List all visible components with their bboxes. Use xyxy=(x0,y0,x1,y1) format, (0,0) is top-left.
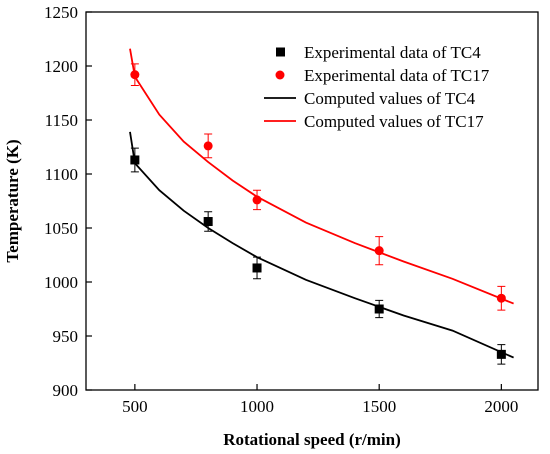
y-tick-label: 1250 xyxy=(44,3,78,22)
fit-lines xyxy=(129,48,514,359)
legend-label: Experimental data of TC4 xyxy=(304,43,481,62)
x-tick-label: 1000 xyxy=(240,397,274,416)
x-tick-label: 1500 xyxy=(362,397,396,416)
data-point-circle xyxy=(203,141,213,151)
y-tick-label: 1000 xyxy=(44,273,78,292)
x-tick-label: 2000 xyxy=(484,397,518,416)
y-tick-label: 1150 xyxy=(45,111,78,130)
y-tick-label: 1050 xyxy=(44,219,78,238)
data-point-square xyxy=(130,155,140,165)
data-point-circle xyxy=(252,195,262,205)
y-tick-label: 950 xyxy=(53,327,79,346)
legend: Experimental data of TC4 Experimental dat… xyxy=(264,43,490,131)
data-point-square xyxy=(374,304,384,314)
legend-label: Computed values of TC4 xyxy=(304,89,476,108)
data-points xyxy=(130,70,506,359)
legend-label: Computed values of TC17 xyxy=(304,112,484,131)
y-tick-label: 900 xyxy=(53,381,79,400)
legend-square-swatch xyxy=(276,47,285,57)
data-point-circle xyxy=(130,70,140,80)
data-point-circle xyxy=(374,246,384,256)
plot-frame xyxy=(85,11,539,391)
x-axis-title: Rotational speed (r/min) xyxy=(223,430,401,449)
y-tick-label: 1100 xyxy=(45,165,78,184)
legend-circle-swatch xyxy=(275,70,285,80)
legend-label: Experimental data of TC17 xyxy=(304,66,490,85)
x-tick-label: 500 xyxy=(122,397,148,416)
series-line-3 xyxy=(129,48,514,305)
y-axis-title: Temperature (K) xyxy=(3,139,22,262)
data-point-square xyxy=(496,349,506,359)
data-point-square xyxy=(252,263,262,273)
y-tick-label: 1200 xyxy=(44,57,78,76)
data-point-square xyxy=(203,217,213,227)
series-line-2 xyxy=(129,131,514,359)
data-point-circle xyxy=(496,293,506,303)
axis-ticks: 500 1000 1500 2000 900 950 1000 1050 1100 1150 120… xyxy=(44,3,518,416)
